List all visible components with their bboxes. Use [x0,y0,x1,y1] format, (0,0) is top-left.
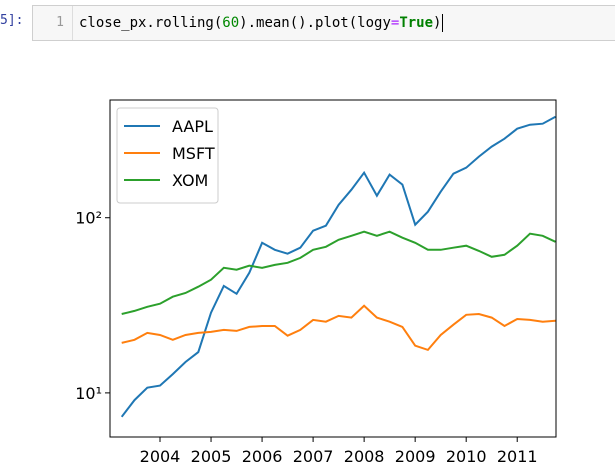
y-tick-label: 10² [75,209,102,228]
plot-frame [109,99,557,438]
x-tick-label: 2011 [497,447,538,466]
code-token: 60 [222,15,240,31]
x-tick-label: 2007 [293,447,334,466]
code-token: close_px.rolling( [79,15,223,31]
legend-label: XOM [172,171,208,190]
x-tick-label: 2005 [191,447,232,466]
line [121,304,556,352]
x-tick-label: 2006 [242,447,283,466]
code-token: ).mean().plot(logy [239,15,391,31]
x-tick-label: 2004 [140,447,181,466]
code-token: = [390,15,400,31]
x-tick-label: 2010 [446,447,487,466]
line [120,115,556,418]
code[interactable]: close_px.rolling(60).mean().plot(logy=Tr… [79,6,444,40]
line-number: 1 [33,6,73,40]
cell-prompt: 5]: [0,13,24,28]
legend-label: AAPL [172,117,213,136]
code-cell[interactable]: 1 close_px.rolling(60).mean().plot(logy=… [32,5,615,41]
code-token: ) [433,15,442,31]
x-tick-label: 2008 [344,447,385,466]
x-tick-label: 2009 [395,447,436,466]
code-token: True [399,15,434,31]
cursor [442,14,444,32]
line [121,230,556,315]
y-tick-label: 10¹ [75,384,102,403]
legend-label: MSFT [172,144,215,163]
